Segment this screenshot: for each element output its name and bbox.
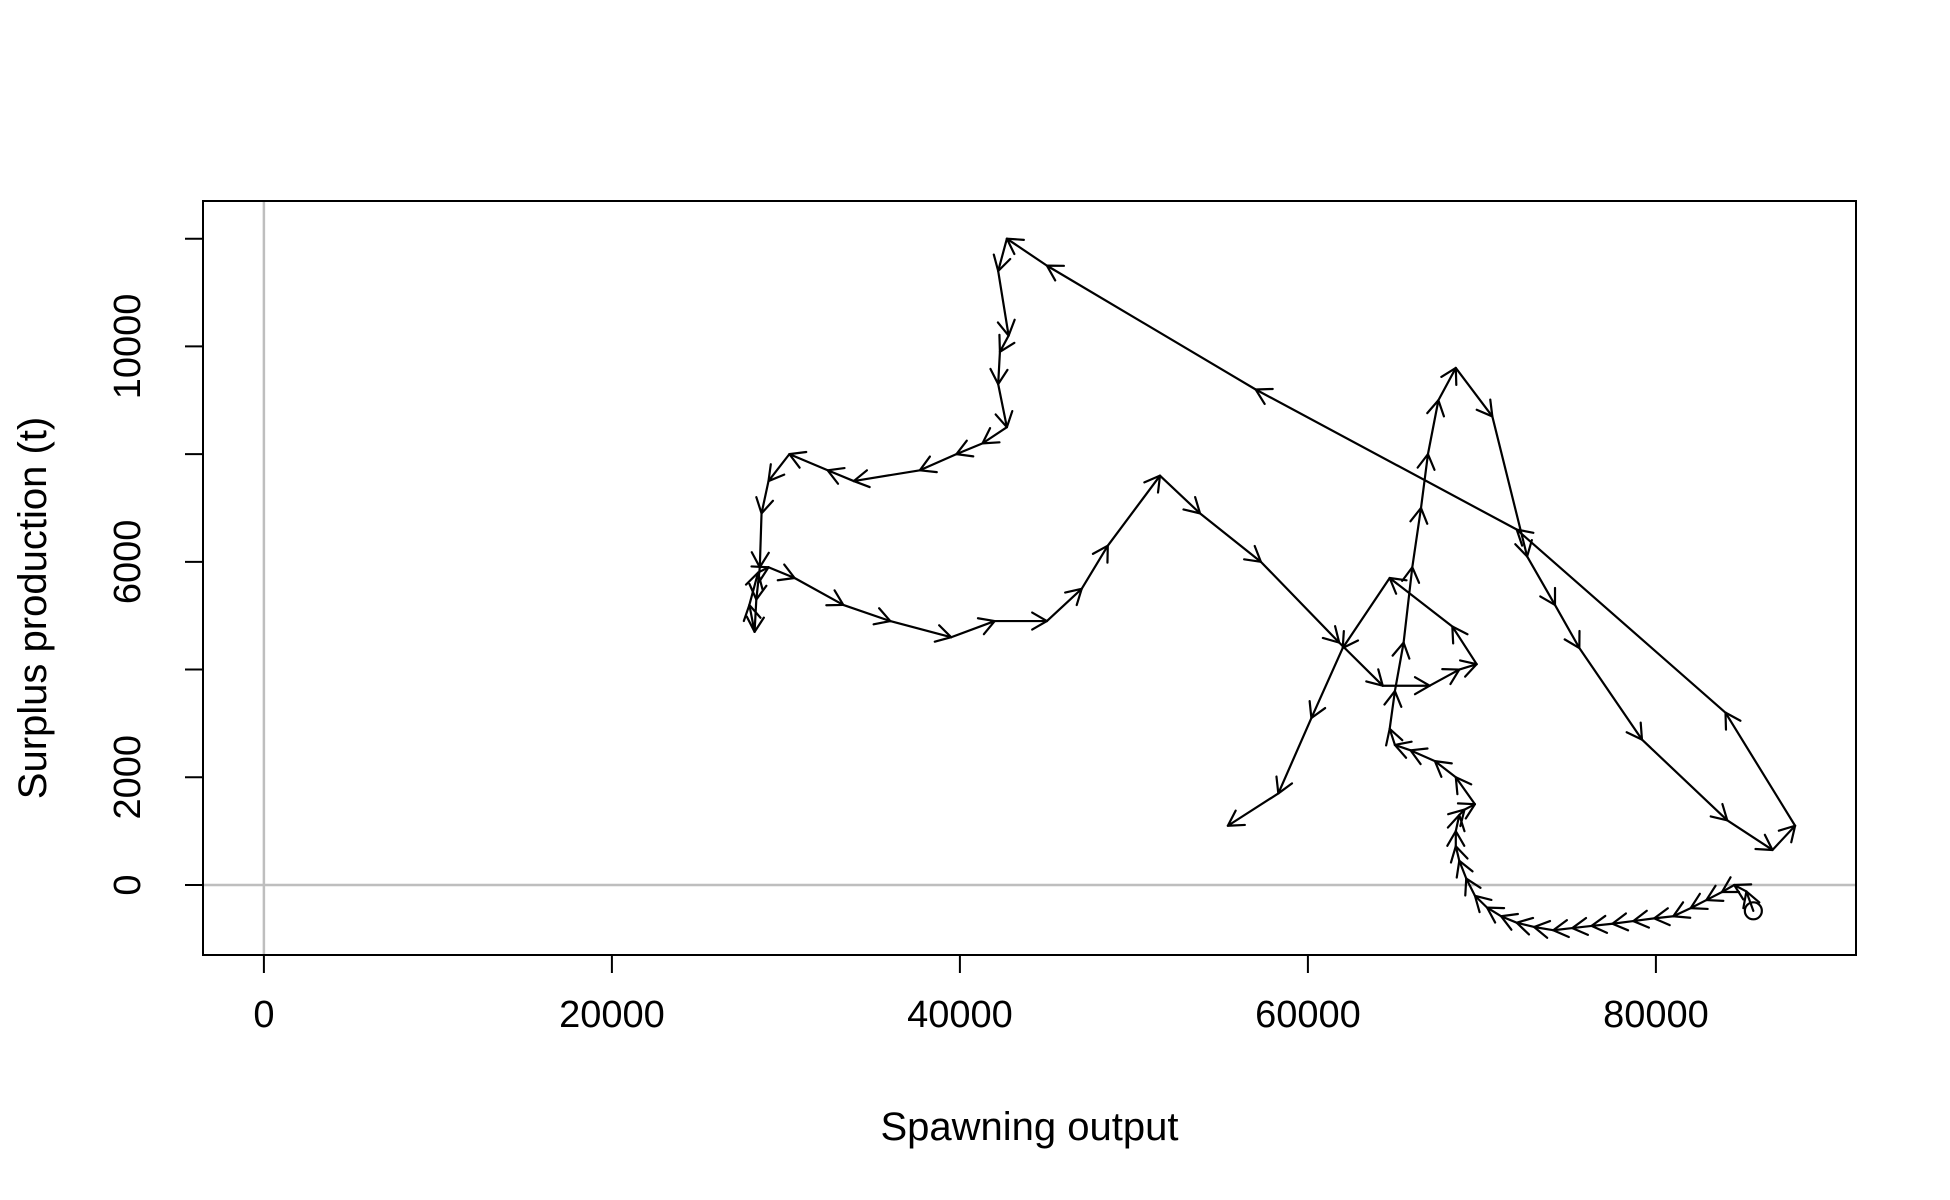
y-axis: 0 2000 6000 10000 [107,237,204,896]
y-axis-label: Surplus production (t) [11,417,55,799]
trajectory-arrow [1381,676,1431,696]
trajectory-arrow [1383,689,1403,730]
trajectory-arrow [1158,474,1202,515]
trajectory-arrow [1426,399,1446,456]
trajectory-arrow [1409,747,1437,766]
y-tick-label: 2000 [107,735,149,820]
trajectory-arrow [989,350,1009,386]
trajectory-arrow [994,383,1014,429]
trajectory-arrow [955,439,984,458]
trajectory-arrow [998,333,1016,353]
start-point-marker [1743,901,1763,921]
trajectory-arrow [788,450,829,472]
trajectory-arrow [1578,646,1644,741]
trajectory-arrow [852,469,921,489]
trajectory-arrow [996,269,1016,337]
trajectory-arrow [1526,555,1557,607]
trajectory-arrow [1515,528,1727,714]
trajectory-arrow [767,563,796,582]
x-tick-label: 60000 [1255,994,1361,1036]
trajectory-arrow [1458,659,1478,678]
trajectory-arrow [1080,544,1109,590]
trajectory-arrow [767,453,791,483]
trajectory-arrow [1393,740,1413,759]
trajectory-arrow [1388,576,1454,628]
trajectory-arrow [1409,506,1429,569]
trajectory-arrow [1106,474,1162,547]
trajectory-arrow [918,453,958,474]
x-axis-label: Spawning output [880,1105,1178,1149]
trajectory-arrow [1515,916,1536,936]
trajectory-arrow [1553,603,1581,650]
trajectory-arrow [1653,907,1675,927]
trajectory-arrow [1005,237,1049,267]
trajectory-arrow [1454,776,1477,806]
trajectory-arrow [1446,830,1466,848]
trajectory-arrow [1499,912,1519,931]
trajectory-arrow [1259,560,1341,644]
trajectory-arrow [1640,738,1729,822]
trajectory-arrow [1464,877,1482,897]
trajectory-arrows [742,237,1797,939]
trajectory-arrow [1437,366,1458,402]
trajectory-arrow [1451,625,1478,666]
trajectory-arrow [992,237,1012,273]
trajectory-arrow [842,603,892,626]
trajectory-arrow [744,571,764,607]
trajectory-arrow [950,617,996,639]
trajectory-arrow [1724,711,1797,827]
trajectory-arrow [1338,641,1384,687]
trajectory-arrow [1454,366,1494,418]
trajectory-arrow [981,426,1008,445]
y-tick-label: 10000 [107,294,149,400]
trajectory-arrow [1308,646,1344,720]
trajectory-arrow [1226,792,1280,827]
trajectory-arrow [750,512,770,569]
trajectory-arrow [793,576,845,607]
trajectory-arrow [1611,912,1635,932]
trajectory-arrow [1341,576,1391,650]
trajectory-arrow [1672,901,1692,919]
reference-lines [203,201,1856,955]
trajectory-arrow [1275,716,1313,795]
x-tick-label: 40000 [907,994,1013,1036]
trajectory-arrow [1726,819,1774,852]
trajectory-arrow [1571,916,1593,936]
trajectory-arrow [1771,824,1797,852]
trajectory-arrow [1532,919,1555,939]
trajectory-arrow [1391,641,1411,693]
trajectory-arrow [1455,859,1474,880]
markers [1743,901,1763,921]
x-tick-label: 0 [253,994,274,1036]
trajectory-arrow [1552,919,1574,939]
trajectory-arrow [755,479,775,515]
trajectory-arrow [1705,884,1725,902]
trajectory-arrow [1428,668,1461,687]
plot-frame [202,200,1857,956]
trajectory-arrow [1045,587,1083,623]
x-axis: 0 20000 40000 60000 80000 [253,954,1709,1036]
trajectory-arrow [1632,909,1656,929]
trajectory-arrow [1045,264,1257,391]
trajectory-arrow [993,611,1049,631]
y-tick-label: 6000 [107,520,149,605]
trajectory-arrow [1491,415,1533,558]
trajectory-arrow [826,466,855,485]
trajectory-arrow [1590,914,1614,934]
x-tick-label: 80000 [1603,994,1709,1036]
trajectory-arrow [1689,892,1709,911]
trajectory-arrow [1449,845,1469,864]
y-tick-label: 0 [107,874,149,895]
trajectory-arrow [889,619,953,643]
x-tick-label: 20000 [559,994,665,1036]
trajectory-arrow [1198,512,1263,563]
trajectory-arrow [1401,566,1421,644]
trajectory-arrow [1433,760,1457,779]
